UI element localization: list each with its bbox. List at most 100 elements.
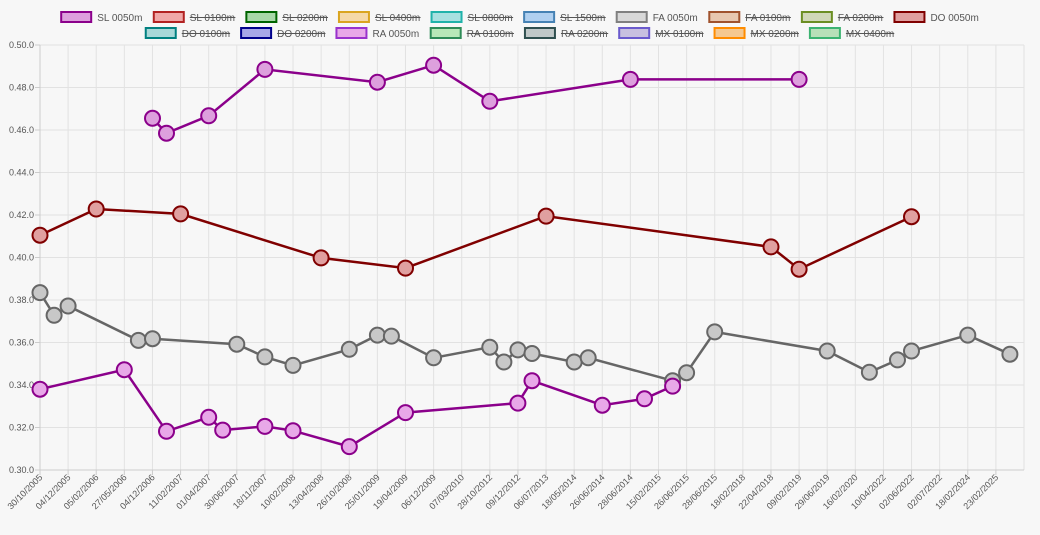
legend-item-do-0050m[interactable]: DO 0050m (893, 11, 979, 24)
legend-item-fa-0050m[interactable]: FA 0050m (615, 11, 698, 24)
data-point[interactable] (762, 238, 780, 256)
legend-swatch (144, 27, 177, 39)
series-layer (31, 56, 1019, 456)
data-point[interactable] (340, 340, 358, 358)
legend-item-ra-0050m[interactable]: RA 0050m (335, 27, 419, 40)
data-point[interactable] (158, 422, 175, 440)
legend-item-sl-0400m[interactable]: SL 0400m (337, 11, 421, 24)
legend-item-mx-0400m[interactable]: MX 0400m (808, 27, 894, 40)
data-point[interactable] (382, 327, 400, 345)
legend-swatch (429, 27, 462, 39)
data-point[interactable] (481, 92, 499, 110)
data-point[interactable] (214, 421, 232, 439)
data-point[interactable] (158, 124, 175, 142)
data-point[interactable] (31, 380, 49, 398)
legend-item-sl-1500m[interactable]: SL 1500m (523, 11, 606, 24)
data-point[interactable] (523, 345, 541, 362)
data-point[interactable] (664, 377, 682, 395)
data-point[interactable] (31, 226, 49, 244)
y-tick-label: 0.38.0 (9, 295, 34, 305)
legend-item-sl-0050m[interactable]: SL 0050m (60, 11, 142, 24)
data-point[interactable] (256, 60, 274, 78)
data-point[interactable] (31, 284, 49, 302)
legend-item-sl-0100m[interactable]: SL 0100m (152, 11, 236, 24)
data-point[interactable] (1001, 345, 1019, 363)
legend-label: RA 0050m (372, 29, 419, 40)
legend-item-ra-0100m[interactable]: RA 0100m (429, 27, 514, 40)
data-point[interactable] (889, 351, 906, 369)
legend-item-fa-0100m[interactable]: FA 0100m (708, 11, 791, 24)
data-point[interactable] (115, 361, 133, 379)
data-point[interactable] (636, 390, 653, 408)
data-point[interactable] (509, 394, 527, 412)
data-point[interactable] (495, 353, 513, 371)
data-point[interactable] (172, 205, 190, 223)
data-point[interactable] (45, 306, 63, 324)
data-point[interactable] (284, 356, 302, 374)
data-point[interactable] (593, 396, 611, 414)
data-point[interactable] (284, 422, 302, 440)
y-tick-label: 0.48.0 (9, 83, 34, 93)
data-point[interactable] (340, 438, 358, 456)
legend-label: FA 0100m (745, 13, 790, 24)
data-point[interactable] (678, 364, 696, 382)
data-point[interactable] (706, 323, 724, 341)
data-point[interactable] (397, 259, 414, 277)
data-point[interactable] (144, 330, 161, 348)
data-point[interactable] (397, 404, 414, 422)
y-tick-label: 0.30.0 (9, 465, 34, 475)
legend-swatch (152, 11, 185, 23)
data-point[interactable] (200, 107, 218, 125)
data-point[interactable] (368, 326, 386, 344)
data-point[interactable] (579, 349, 597, 367)
legend-swatch (430, 11, 463, 23)
data-point[interactable] (256, 348, 274, 366)
y-tick-label: 0.46.0 (9, 125, 34, 135)
data-point[interactable] (228, 335, 246, 353)
legend-item-sl-0800m[interactable]: SL 0800m (430, 11, 514, 24)
legend-item-fa-0200m[interactable]: FA 0200m (800, 11, 884, 24)
data-point[interactable] (129, 331, 147, 349)
data-point[interactable] (59, 297, 77, 315)
legend-swatch (808, 27, 841, 39)
legend-item-ra-0200m[interactable]: RA 0200m (523, 27, 609, 40)
data-point[interactable] (790, 260, 808, 278)
data-point[interactable] (565, 353, 583, 371)
legend-label: SL 0050m (97, 13, 142, 24)
data-point[interactable] (959, 326, 977, 344)
data-point[interactable] (509, 341, 527, 359)
legend-label: MX 0200m (751, 29, 799, 40)
data-point[interactable] (425, 56, 443, 74)
data-point[interactable] (368, 73, 386, 91)
series-ra-0050m (31, 361, 682, 456)
data-point[interactable] (523, 372, 541, 390)
data-point[interactable] (621, 70, 639, 88)
data-point[interactable] (903, 342, 920, 360)
data-point[interactable] (425, 349, 443, 367)
legend-item-mx-0200m[interactable]: MX 0200m (713, 27, 799, 40)
data-point[interactable] (87, 200, 105, 218)
data-point[interactable] (312, 249, 330, 267)
data-point[interactable] (818, 342, 836, 360)
legend-item-do-0200m[interactable]: DO 0200m (240, 27, 325, 40)
legend-item-sl-0200m[interactable]: SL 0200m (245, 11, 328, 24)
legend-swatch (523, 27, 556, 39)
y-tick-label: 0.50.0 (9, 40, 34, 50)
legend-item-mx-0100m[interactable]: MX 0100m (618, 27, 704, 40)
legend-label: MX 0100m (655, 29, 703, 40)
data-point[interactable] (537, 207, 555, 225)
data-point[interactable] (200, 408, 218, 426)
data-point[interactable] (256, 417, 274, 435)
data-point[interactable] (860, 363, 878, 381)
data-point[interactable] (481, 338, 499, 356)
data-point[interactable] (144, 109, 161, 127)
data-point[interactable] (790, 70, 808, 88)
legend-label: RA 0100m (467, 29, 514, 40)
legend-label: SL 0800m (468, 13, 513, 24)
legend: SL 0050m SL 0100m SL 0200m SL 0400m SL 0800m… (60, 11, 979, 40)
data-point[interactable] (903, 208, 920, 226)
legend-item-do-0100m[interactable]: DO 0100m (144, 27, 230, 40)
legend-label: SL 0400m (375, 13, 420, 24)
legend-label: SL 1500m (560, 13, 605, 24)
series-sl-0050m (144, 56, 808, 142)
